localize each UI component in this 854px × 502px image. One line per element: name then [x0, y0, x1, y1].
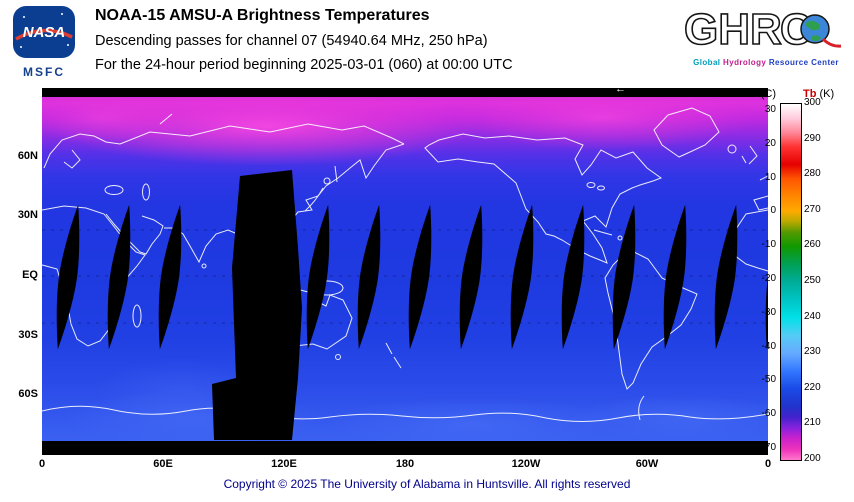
celsius-tick: 10 [764, 172, 776, 183]
page-title: NOAA-15 AMSU-A Brightness Temperatures [95, 7, 430, 24]
kelvin-unit-label: (K) [819, 88, 835, 100]
lat-label-60s: 60S [18, 388, 38, 400]
kelvin-tick: 270 [804, 204, 821, 215]
kelvin-tick: 230 [804, 346, 821, 357]
lon-label-120w: 120W [511, 458, 541, 470]
subtitle-channel: Descending passes for channel 07 (54940.… [95, 33, 488, 49]
kelvin-tick: 280 [804, 168, 821, 179]
nasa-wordmark: NASA [23, 24, 66, 41]
celsius-tick: -50 [761, 374, 776, 385]
celsius-tick: -10 [761, 239, 776, 250]
globe-icon [800, 14, 842, 48]
lon-label-0w: 0 [38, 458, 46, 470]
nasa-insignia-icon: NASA [13, 6, 75, 58]
msfc-label: MSFC [23, 65, 65, 79]
lon-label-180: 180 [395, 458, 415, 470]
ghrc-tagline-word: Global [693, 58, 721, 67]
kelvin-tick: 210 [804, 417, 821, 428]
ghrc-logo-icon: GHR C [683, 4, 842, 55]
tb-label: Tb [803, 88, 817, 100]
kelvin-tick: 260 [804, 239, 821, 250]
celsius-tick: 30 [764, 104, 776, 115]
lat-label-30s: 30S [18, 329, 38, 341]
colorbar-gradient [780, 103, 802, 461]
kelvin-tick: 220 [804, 382, 821, 393]
celsius-tick: -30 [761, 307, 776, 318]
seam-arrow-icon: ← [615, 83, 626, 95]
lon-label-60e: 60E [153, 458, 173, 470]
tropic-lines [42, 229, 768, 324]
celsius-tick: -20 [761, 273, 776, 284]
warm-pink-anomaly-glows [42, 88, 752, 166]
swath-gaps [48, 170, 768, 440]
lon-label-120e: 120E [271, 458, 297, 470]
world-map-svg [42, 88, 768, 455]
lat-label-60n: 60N [17, 150, 38, 162]
lon-label-60w: 60W [635, 458, 659, 470]
big-swath-gap [212, 170, 302, 440]
lon-label-0e: 0 [764, 458, 772, 470]
copyright-notice: Copyright © 2025 The University of Alaba… [223, 477, 631, 491]
celsius-tick: -60 [761, 408, 776, 419]
map-bottom-bar [42, 441, 768, 455]
celsius-tick: 0 [770, 205, 776, 216]
map-top-bar [42, 88, 768, 97]
ghrc-logo: GHR C Global Hydrology Resource Center [680, 3, 852, 67]
celsius-tick: -70 [761, 442, 776, 453]
ghrc-tagline: Global Hydrology Resource Center [680, 58, 852, 67]
colorbar-kelvin-header: Tb (K) [803, 88, 834, 100]
colorbar-celsius-header: (C) [760, 88, 776, 100]
lat-label-eq: EQ [22, 269, 38, 281]
ghrc-tagline-word: Resource Center [768, 58, 839, 67]
subtitle-period: For the 24-hour period beginning 2025-03… [95, 57, 513, 73]
header-titles: NOAA-15 AMSU-A Brightness Temperatures D… [95, 7, 513, 81]
celsius-tick: -40 [761, 341, 776, 352]
kelvin-tick: 300 [804, 97, 821, 108]
nasa-logo: NASA MSFC [10, 5, 78, 79]
kelvin-tick: 240 [804, 311, 821, 322]
ghrc-letters: GHR [684, 5, 782, 54]
kelvin-tick: 250 [804, 275, 821, 286]
kelvin-tick: 290 [804, 133, 821, 144]
kelvin-tick: 200 [804, 453, 821, 464]
lat-label-30n: 30N [17, 209, 38, 221]
celsius-tick: 20 [764, 138, 776, 149]
ghrc-tagline-word: Hydrology [723, 58, 767, 67]
